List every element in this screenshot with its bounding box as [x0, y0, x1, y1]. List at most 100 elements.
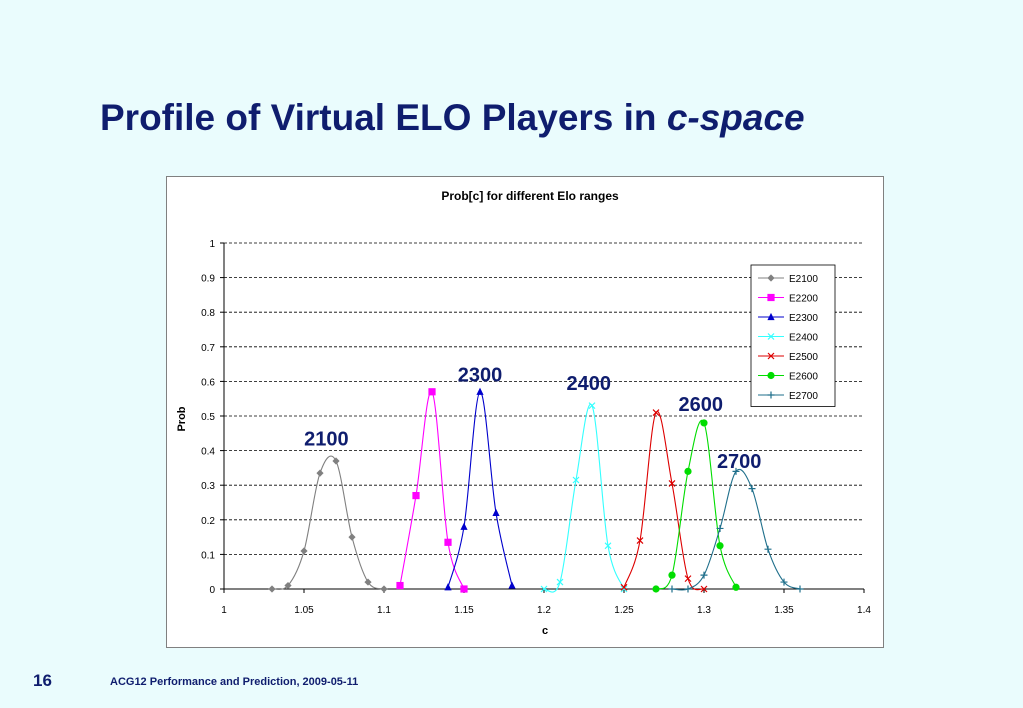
- data-point-e2100: [268, 585, 276, 593]
- y-tick-label: 0.4: [201, 447, 215, 458]
- chart-title: Prob[c] for different Elo ranges: [441, 189, 619, 203]
- y-tick-label: 0.1: [201, 550, 215, 561]
- data-point-e2400: [572, 476, 580, 484]
- data-point-e2500: [684, 575, 692, 583]
- data-point-e2300: [460, 522, 468, 530]
- data-point-e2100: [284, 581, 292, 590]
- series-line-e2400: [543, 403, 625, 593]
- x-axis-label: c: [542, 625, 548, 637]
- slide-title: Profile of Virtual ELO Players in c-spac…: [100, 97, 805, 139]
- y-tick-label: 1: [209, 239, 215, 250]
- y-tick-label: 0.5: [201, 412, 215, 423]
- x-tick-label: 1.1: [377, 605, 391, 616]
- data-point-e2100: [380, 585, 388, 593]
- data-point-e2100: [316, 469, 324, 477]
- chart-frame: Prob[c] for different Elo ranges Prob c …: [166, 176, 884, 648]
- legend-box: [750, 264, 836, 407]
- data-point-e2600: [732, 583, 740, 591]
- legend-label-e2700: E2700: [789, 391, 818, 402]
- data-point-e2400: [556, 578, 564, 586]
- data-point-e2400: [540, 585, 548, 593]
- legend: E2100 E2200 E2300 E2400 E2500 E2600 E2700: [750, 264, 836, 407]
- footer-text: ACG12 Performance and Prediction, 2009-0…: [110, 676, 359, 688]
- legend-marker-e2100: [767, 274, 775, 282]
- data-point-e2100: [348, 533, 356, 541]
- series-e2500: [620, 409, 708, 593]
- data-point-e2500: [620, 583, 628, 591]
- x-tick-label: 1.15: [454, 605, 474, 616]
- y-tick-label: 0.8: [201, 308, 215, 319]
- slide-title-emphasis: c-space: [666, 97, 805, 138]
- data-point-e2700: [700, 571, 708, 579]
- data-point-e2700: [764, 545, 772, 553]
- data-point-e2100: [332, 457, 340, 465]
- data-point-e2700: [668, 585, 676, 593]
- x-tick-label: 1.05: [294, 605, 314, 616]
- series-line-e2700: [671, 468, 801, 591]
- legend-label-e2500: E2500: [789, 352, 818, 363]
- x-tick-label: 1.3: [697, 605, 711, 616]
- slide-title-main: Profile of Virtual ELO Players in: [100, 97, 667, 138]
- series-e2400: [540, 402, 628, 593]
- data-point-e2700: [716, 524, 724, 532]
- data-point-e2600: [668, 571, 676, 579]
- y-tick-label: 0.2: [201, 516, 215, 527]
- y-tick-label: 0.7: [201, 343, 215, 354]
- chart: Prob[c] for different Elo ranges Prob c …: [176, 189, 871, 637]
- data-point-e2200: [412, 491, 420, 500]
- x-tick-label: 1.35: [774, 605, 794, 616]
- data-point-e2200: [428, 388, 436, 396]
- data-point-e2600: [684, 467, 692, 475]
- data-point-e2400: [620, 585, 628, 593]
- data-point-e2300: [508, 581, 516, 589]
- data-point-e2300: [444, 583, 452, 591]
- y-tick-label: 0.6: [201, 377, 215, 388]
- series-e2200: [396, 388, 468, 593]
- data-point-e2700: [732, 467, 740, 475]
- annotation-label: 2600: [679, 394, 724, 416]
- annotation-label: 2100: [304, 428, 349, 450]
- data-point-e2700: [796, 585, 804, 593]
- legend-label-e2400: E2400: [789, 333, 818, 344]
- annotation-label: 2700: [717, 451, 762, 473]
- data-point-e2300: [492, 508, 500, 516]
- legend-marker-e2500: [767, 352, 775, 360]
- series-e2300: [444, 387, 516, 591]
- data-point-e2400: [604, 542, 612, 550]
- data-point-e2600: [700, 419, 708, 427]
- series-line-e2500: [623, 410, 705, 591]
- legend-label-e2100: E2100: [789, 274, 818, 285]
- y-tick-label: 0.9: [201, 274, 215, 285]
- data-point-e2100: [300, 547, 308, 555]
- annotation-label: 2300: [458, 364, 503, 386]
- legend-marker-e2200: [767, 293, 775, 302]
- data-point-e2500: [700, 585, 708, 593]
- x-tick-label: 1.25: [614, 605, 634, 616]
- x-tick-label: 1: [221, 605, 227, 616]
- data-point-e2700: [748, 485, 756, 493]
- y-tick-label: 0.3: [201, 481, 215, 492]
- data-point-e2200: [460, 585, 468, 593]
- legend-marker-e2400: [767, 333, 775, 340]
- legend-label-e2200: E2200: [789, 294, 818, 305]
- x-tick-label: 1.2: [537, 605, 551, 616]
- annotation-label: 2400: [567, 373, 612, 395]
- series-line-e2100: [271, 455, 385, 590]
- legend-marker-e2300: [767, 312, 775, 321]
- legend-label-e2600: E2600: [789, 372, 818, 383]
- slide-number: 16: [33, 671, 52, 690]
- data-point-e2400: [588, 402, 596, 410]
- legend-label-e2300: E2300: [789, 313, 818, 324]
- data-point-e2600: [652, 585, 660, 593]
- data-point-e2100: [364, 578, 372, 586]
- y-tick-label: 0: [209, 585, 215, 596]
- data-point-e2500: [636, 537, 644, 544]
- legend-marker-e2700: [767, 391, 775, 399]
- data-point-e2700: [684, 585, 692, 593]
- series-line-e2600: [655, 419, 737, 590]
- legend-marker-e2600: [767, 371, 775, 380]
- data-point-e2200: [396, 581, 404, 590]
- data-point-e2300: [476, 387, 484, 395]
- series-e2600: [652, 419, 740, 593]
- data-point-e2500: [652, 409, 660, 416]
